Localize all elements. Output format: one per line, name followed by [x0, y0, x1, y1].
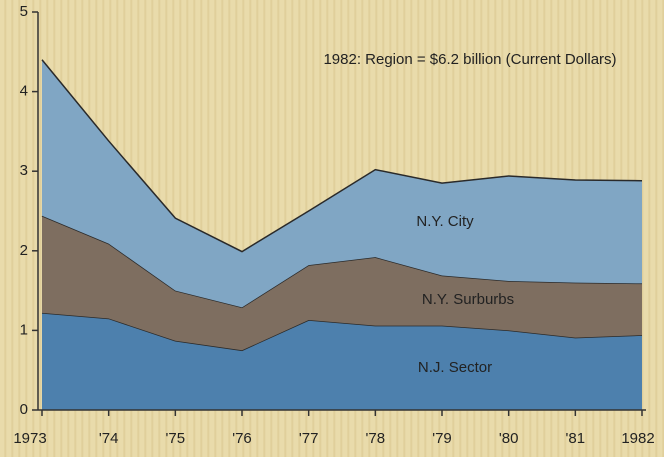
x-tick-label: '75 [166, 430, 186, 447]
series-label: N.Y. Surburbs [422, 291, 514, 308]
y-tick-label: 5 [20, 3, 28, 20]
x-tick-label: '80 [499, 430, 519, 447]
x-tick-label: 1973 [13, 430, 46, 447]
y-tick-label: 1 [20, 321, 28, 338]
area [42, 59, 642, 308]
y-tick-label: 4 [20, 83, 28, 100]
area [42, 312, 642, 410]
annotation: 1982: Region = $6.2 billion (Current Dol… [323, 51, 616, 68]
x-tick-label: 1982 [621, 430, 654, 447]
area [42, 215, 642, 351]
x-tick-label: '78 [366, 430, 386, 447]
x-tick-label: '76 [232, 430, 252, 447]
x-tick-label: '77 [299, 430, 319, 447]
series-label: N.J. Sector [418, 359, 492, 376]
x-tick-label: '79 [432, 430, 452, 447]
y-tick-label: 3 [20, 162, 28, 179]
area-edge [41, 59, 643, 253]
series-label: N.Y. City [416, 213, 474, 230]
x-tick-label: '81 [566, 430, 586, 447]
y-tick-label: 0 [20, 401, 28, 418]
x-tick-label: '74 [99, 430, 119, 447]
y-tick-label: 2 [20, 242, 28, 259]
